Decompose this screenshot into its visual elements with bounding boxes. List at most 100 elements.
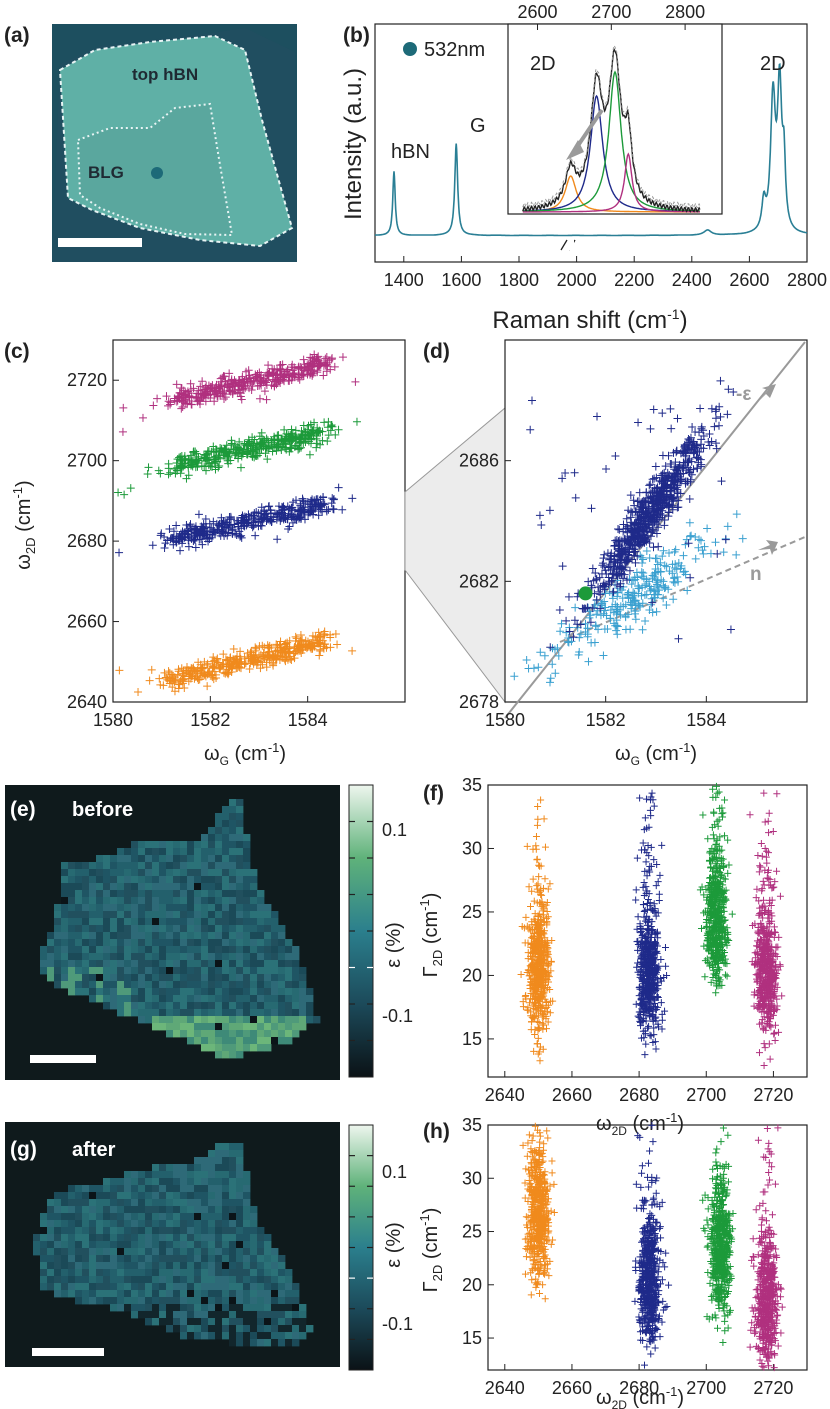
data-point [203,682,212,691]
map-pixel [152,939,160,947]
map-pixel [138,841,146,849]
map-pixel [229,820,237,828]
map-pixel [264,988,272,996]
map-pixel [215,820,223,828]
map-pixel [166,932,174,940]
map-pixel [138,925,146,933]
map-pixel [82,960,90,968]
map-pixel [145,932,153,940]
map-pixel [152,855,160,863]
data-point [259,436,268,445]
map-pixel [110,925,118,933]
x-tick-label: 1580 [485,710,525,730]
data-point [258,442,267,451]
data-point [245,439,254,448]
map-pixel [250,939,258,947]
data-point [274,376,283,385]
map-pixel [194,1030,202,1038]
map-pixel [229,806,237,814]
data-point [338,505,347,514]
data-point [237,448,246,457]
map-pixel [201,890,209,898]
map-pixel [250,967,258,975]
map-pixel [166,995,174,1003]
map-pixel [243,1016,251,1024]
x-tick-label: 1584 [686,710,726,730]
map-pixel [145,855,153,863]
map-pixel [96,855,104,863]
data-point [220,382,229,391]
map-pixel [75,904,83,912]
data-point [245,665,254,674]
map-pixel [187,1016,195,1024]
map-pixel [243,988,251,996]
map-pixel [138,995,146,1003]
map-pixel [229,925,237,933]
map-pixel [201,841,209,849]
map-pixel [187,981,195,989]
map-pixel [187,932,195,940]
map-pixel [103,946,111,954]
data-point [185,455,194,464]
map-pixel [187,953,195,961]
map-pixel [173,848,181,856]
map-pixel [201,939,209,947]
map-pixel [138,1009,146,1017]
peak-label-hbn: hBN [391,141,430,163]
map-pixel [145,981,153,989]
map-pixel [166,1016,174,1024]
x-tick-label: 2680 [619,1085,659,1105]
map-pixel [96,946,104,954]
map-pixel [124,1002,132,1010]
map-pixel [124,862,132,870]
data-point [257,377,266,386]
map-pixel [159,946,167,954]
data-point [285,443,294,452]
data-point [257,381,266,390]
map-pixel [236,806,244,814]
data-point [162,392,171,401]
panel-b: (b) 1400 1600 1800 2000 2200 2400 2600 2800 Ram… [340,2,827,334]
map-pixel [82,953,90,961]
map-pixel [208,841,216,849]
inset-tick-labels: 2600 2700 2800 [517,2,705,30]
data-point [235,388,244,397]
map-pixel [68,981,76,989]
map-pixel [68,883,76,891]
inset-box [507,23,723,215]
map-pixel [124,848,132,856]
map-pixel [138,876,146,884]
map-pixel [173,939,181,947]
map-pixel [68,862,76,870]
map-pixel [243,904,251,912]
map-pixel [54,918,62,926]
map-pixel [215,876,223,884]
data-point [198,393,207,402]
map-pixel [292,981,300,989]
map-pixel [173,1009,181,1017]
x-tick-label: 1600 [441,270,481,290]
map-pixel [152,1002,160,1010]
data-point [642,1040,650,1048]
map-pixel [194,960,202,968]
map-pixel [145,918,153,926]
data-point [210,387,219,396]
map-pixel [208,904,216,912]
map-pixel [173,897,181,905]
map-pixel [194,855,202,863]
map-pixel [243,953,251,961]
map-pixel [215,813,223,821]
data-point [338,353,347,362]
map-pixel [201,1030,209,1038]
map-pixel [271,1002,279,1010]
map-pixel [75,911,83,919]
map-pixel [243,897,251,905]
map-pixel [159,988,167,996]
map-pixel [166,855,174,863]
map-pixel [222,813,230,821]
map-pixel [222,869,230,877]
data-point [265,502,274,511]
map-pixel [271,946,279,954]
map-pixel [264,918,272,926]
map-pixel [257,911,265,919]
